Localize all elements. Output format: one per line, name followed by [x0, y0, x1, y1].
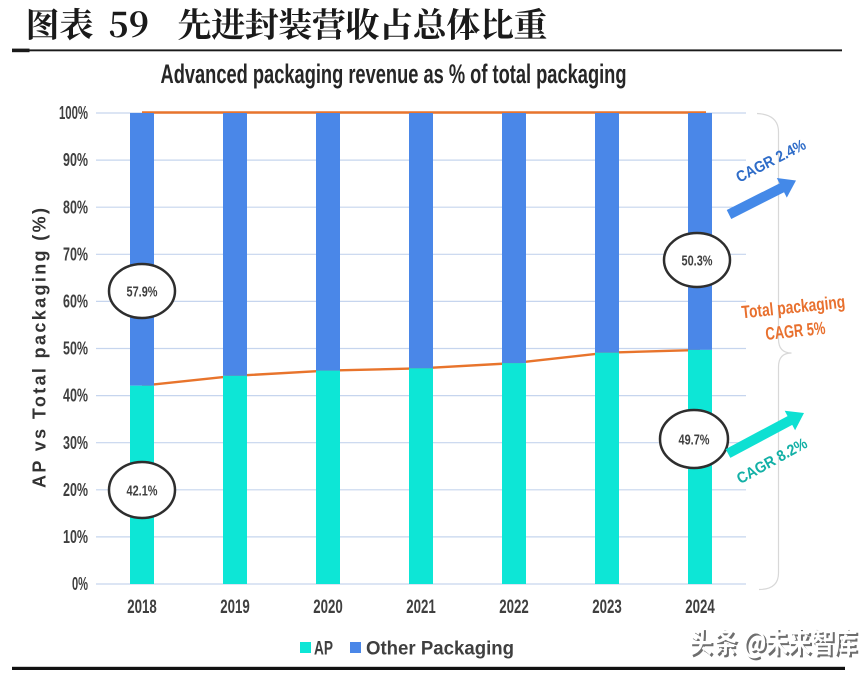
svg-text:57.9%: 57.9%: [127, 284, 158, 301]
svg-text:Advanced packaging revenue as: Advanced packaging revenue as % of total…: [161, 59, 627, 89]
svg-text:0%: 0%: [72, 574, 88, 594]
svg-text:2022: 2022: [499, 597, 529, 618]
svg-text:40%: 40%: [63, 386, 88, 406]
svg-text:2021: 2021: [406, 597, 436, 618]
svg-text:42.1%: 42.1%: [127, 483, 158, 500]
svg-text:50.3%: 50.3%: [682, 253, 713, 270]
svg-text:30%: 30%: [63, 433, 88, 453]
svg-text:90%: 90%: [63, 150, 88, 170]
svg-text:70%: 70%: [63, 244, 88, 264]
svg-text:CAGR 2.4%: CAGR 2.4%: [734, 137, 810, 187]
svg-text:50%: 50%: [63, 339, 88, 359]
svg-text:20%: 20%: [63, 480, 88, 500]
svg-text:2024: 2024: [685, 597, 715, 618]
svg-text:80%: 80%: [63, 197, 88, 217]
svg-text:Total packaging: Total packaging: [741, 292, 847, 323]
svg-text:10%: 10%: [63, 527, 88, 547]
svg-text:100%: 100%: [59, 103, 88, 123]
svg-text:AP: AP: [314, 639, 333, 660]
svg-text:AP vs Total packaging (%): AP vs Total packaging (%): [30, 208, 50, 488]
svg-text:49.7%: 49.7%: [679, 432, 710, 449]
svg-text:2018: 2018: [127, 597, 157, 618]
svg-text:2020: 2020: [313, 597, 343, 618]
svg-text:Other Packaging: Other Packaging: [366, 639, 514, 660]
svg-text:CAGR 5%: CAGR 5%: [764, 318, 826, 344]
svg-text:60%: 60%: [63, 292, 88, 312]
svg-text:2019: 2019: [220, 597, 250, 618]
svg-text:2023: 2023: [592, 597, 622, 618]
